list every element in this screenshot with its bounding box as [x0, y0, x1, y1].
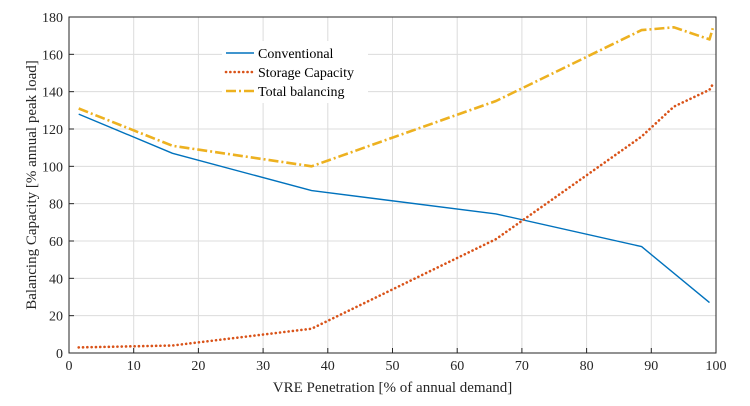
- series-line-total-balancing: [78, 25, 715, 168]
- y-tick-label: 60: [49, 235, 63, 250]
- y-tick-label: 40: [49, 272, 63, 287]
- x-tick-label: 30: [256, 359, 270, 374]
- x-tick-label: 70: [515, 359, 529, 374]
- y-tick-label: 140: [42, 86, 63, 101]
- x-tick-label: 50: [386, 359, 400, 374]
- x-axis-label: VRE Penetration [% of annual demand]: [273, 380, 513, 396]
- y-tick-label: 80: [49, 198, 63, 213]
- x-tick-label: 40: [321, 359, 335, 374]
- y-tick-label: 180: [42, 11, 63, 26]
- x-tick-label: 60: [450, 359, 464, 374]
- y-tick-label: 100: [42, 160, 63, 175]
- legend-label: Conventional: [258, 47, 334, 62]
- y-tick-label: 0: [56, 347, 63, 362]
- y-tick-label: 160: [42, 48, 63, 63]
- y-tick-label: 120: [42, 123, 63, 138]
- x-tick-label: 10: [127, 359, 141, 374]
- x-tick-label: 100: [706, 359, 727, 374]
- legend-label: Storage Capacity: [258, 66, 354, 81]
- x-tick-label: 80: [580, 359, 594, 374]
- y-tick-label: 20: [49, 310, 63, 325]
- x-tick-label: 90: [644, 359, 658, 374]
- legend: Conventional Storage Capacity Total balanc…: [222, 41, 368, 103]
- series-line-storage-capacity: [77, 82, 715, 349]
- series-line-conventional: [78, 113, 710, 304]
- x-tick-label: 20: [191, 359, 205, 374]
- y-axis-label: Balancing Capacity [% annual peak load]: [24, 60, 40, 310]
- x-tick-label: 0: [66, 359, 73, 374]
- legend-label: Total balancing: [258, 85, 345, 100]
- tick-labels: 0 10 20 30 40 50 60 70 80 90 100 0 20 40 60 80 100 120 140…: [42, 11, 727, 374]
- series-group: [77, 25, 715, 349]
